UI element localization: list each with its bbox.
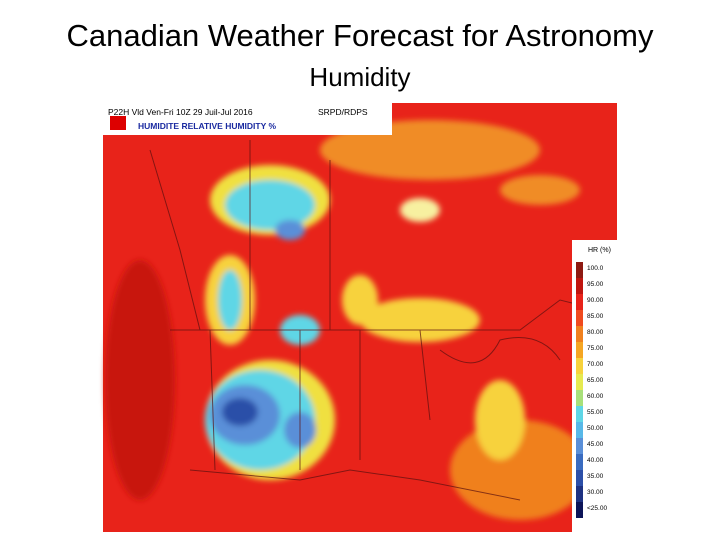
slide-title: Canadian Weather Forecast for Astronomy bbox=[66, 18, 654, 53]
map-header: P22H Vld Ven-Fri 10Z 29 Juil-Jul 2016 bbox=[108, 107, 253, 117]
legend-swatch bbox=[576, 502, 583, 518]
legend-swatch bbox=[576, 342, 583, 358]
map-source: SRPD/RDPS bbox=[318, 107, 368, 117]
legend-label: 40.00 bbox=[587, 457, 604, 464]
legend-label: 90.00 bbox=[587, 297, 604, 304]
legend-label: 95.00 bbox=[587, 281, 604, 288]
legend-label: 50.00 bbox=[587, 425, 604, 432]
legend-label: 80.00 bbox=[587, 329, 604, 336]
legend-swatch bbox=[576, 358, 583, 374]
map-header-box bbox=[103, 103, 392, 135]
legend-swatch bbox=[576, 374, 583, 390]
legend-label: 85.00 bbox=[587, 313, 604, 320]
legend-swatch bbox=[576, 422, 583, 438]
legend-swatch bbox=[576, 486, 583, 502]
legend-label: 55.00 bbox=[587, 409, 604, 416]
legend-label: 65.00 bbox=[587, 377, 604, 384]
legend-label: 75.00 bbox=[587, 345, 604, 352]
legend-swatch bbox=[576, 438, 583, 454]
legend-label: 70.00 bbox=[587, 361, 604, 368]
legend-label: 100.0 bbox=[587, 265, 604, 272]
legend-swatch bbox=[576, 390, 583, 406]
map-header: HUMIDITE RELATIVE HUMIDITY % bbox=[138, 121, 276, 131]
slide-subtitle: Humidity bbox=[309, 62, 411, 92]
legend-swatch bbox=[576, 262, 583, 278]
legend-label: <25.00 bbox=[587, 505, 607, 512]
legend-label: 60.00 bbox=[587, 393, 604, 400]
legend-swatch bbox=[576, 310, 583, 326]
legend-swatch bbox=[576, 470, 583, 486]
legend-swatch bbox=[576, 294, 583, 310]
legend-swatch bbox=[576, 454, 583, 470]
legend-label: 30.00 bbox=[587, 489, 604, 496]
borders bbox=[149, 140, 601, 501]
legend-swatch bbox=[576, 278, 583, 294]
legend-label: 35.00 bbox=[587, 473, 604, 480]
legend-swatch bbox=[576, 406, 583, 422]
logo bbox=[110, 116, 126, 130]
legend-label: 45.00 bbox=[587, 441, 604, 448]
legend-swatch bbox=[576, 326, 583, 342]
legend-title: HR (%) bbox=[588, 247, 611, 254]
